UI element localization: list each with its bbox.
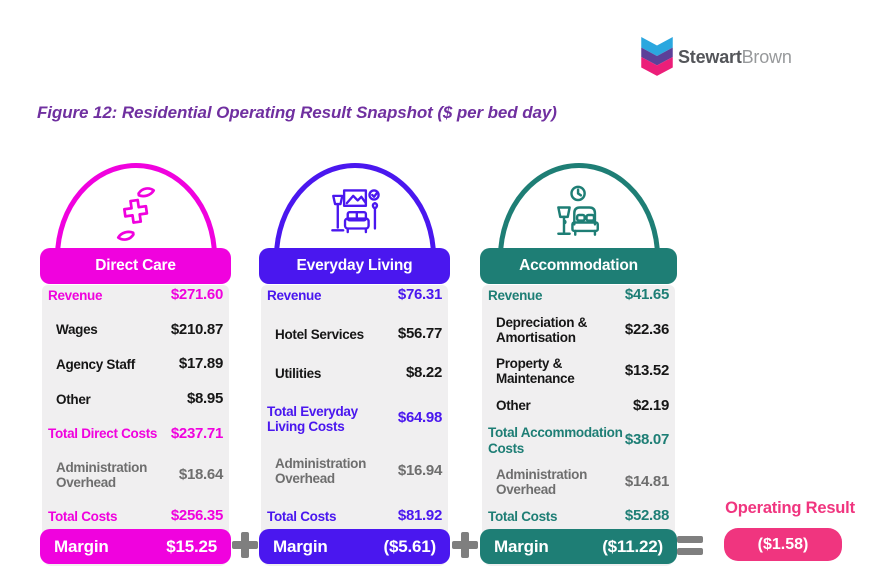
table-row: Property & Maintenance $13.52 — [488, 356, 669, 386]
row-value: $271.60 — [170, 286, 223, 303]
table-row: Total Everyday Living Costs $64.98 — [267, 404, 442, 434]
direct-care-header: Direct Care — [40, 248, 231, 284]
logo-brown-text: Brown — [741, 46, 792, 67]
row-value: $81.92 — [397, 507, 442, 525]
margin-value: $15.25 — [166, 536, 217, 556]
accommodation-header: Accommodation — [480, 248, 677, 284]
direct-care-margin-bar: Margin $15.25 — [40, 529, 231, 564]
plus-icon — [232, 532, 258, 558]
row-value: $14.81 — [624, 472, 669, 490]
row-label: Total Direct Costs — [48, 426, 158, 442]
table-row: Other $8.95 — [48, 389, 223, 408]
row-label: Property & Maintenance — [496, 356, 575, 387]
figure-title: Figure 12: Residential Operating Result … — [37, 103, 557, 122]
table-row: Revenue $76.31 — [267, 286, 442, 304]
everyday-living-body: Revenue $76.31 Hotel Services $56.77 Utili… — [259, 285, 450, 566]
table-row: Depreciation & Amortisation $22.36 — [488, 315, 669, 345]
row-label: Agency Staff — [56, 357, 135, 373]
bedroom-icon — [556, 185, 599, 236]
margin-value: ($5.61) — [383, 536, 437, 556]
direct-care-rows: Revenue $271.60 Wages $210.87 Agency Staff… — [48, 286, 223, 525]
row-value: $237.71 — [170, 424, 223, 442]
row-label: Utilities — [275, 365, 322, 381]
margin-label: Margin — [54, 536, 109, 556]
row-value: $13.52 — [624, 361, 669, 379]
row-label: Administration Overhead — [56, 460, 148, 491]
row-label: Other — [496, 398, 531, 414]
accommodation-arch — [497, 163, 660, 257]
direct-care-arch — [54, 163, 217, 257]
table-row: Other $2.19 — [488, 396, 669, 415]
row-label: Revenue — [267, 287, 322, 303]
table-row: Administration Overhead $16.94 — [267, 456, 442, 486]
column-everyday-living: Everyday Living Revenue $76.31 Hotel Serv… — [259, 160, 450, 566]
row-label: Other — [56, 391, 91, 407]
table-row: Wages $210.87 — [48, 320, 223, 339]
table-row: Administration Overhead $18.64 — [48, 460, 223, 490]
stewartbrown-logo-icon — [641, 37, 673, 76]
table-row: Total Costs $256.35 — [48, 507, 223, 525]
everyday-living-rows: Revenue $76.31 Hotel Services $56.77 Utili… — [267, 286, 442, 525]
row-label: Total Costs — [267, 508, 337, 524]
accommodation-margin-bar: Margin ($11.22) — [480, 529, 677, 564]
accommodation-body: Revenue $41.65 Depreciation & Amortisatio… — [480, 285, 677, 566]
row-label: Revenue — [488, 287, 543, 303]
logo-stewart-text: Stewart — [678, 46, 742, 67]
plus-icon — [452, 532, 478, 558]
everyday-living-arch — [273, 163, 436, 257]
row-label: Total Costs — [48, 509, 118, 525]
table-row: Utilities $8.22 — [267, 363, 442, 382]
row-value: $38.07 — [624, 431, 669, 449]
direct-care-body: Revenue $271.60 Wages $210.87 Agency Staff… — [40, 285, 231, 566]
everyday-living-margin-bar: Margin ($5.61) — [259, 529, 450, 564]
row-value: $8.95 — [186, 389, 223, 407]
operating-result-value: ($1.58) — [757, 535, 809, 553]
stewartbrown-logo: StewartBrown — [641, 36, 792, 78]
table-row: Total Accommodation Costs $38.07 — [488, 425, 669, 455]
row-value: $52.88 — [624, 507, 669, 525]
everyday-living-header: Everyday Living — [259, 248, 450, 284]
table-row: Revenue $271.60 — [48, 286, 223, 304]
row-label: Revenue — [48, 287, 103, 303]
operating-result-label: Operating Result — [725, 499, 855, 517]
row-value: $22.36 — [624, 320, 669, 338]
row-value: $76.31 — [397, 286, 442, 303]
row-value: $8.22 — [405, 363, 442, 381]
row-value: $64.98 — [397, 409, 442, 427]
row-value: $56.77 — [397, 324, 442, 342]
row-label: Hotel Services — [275, 326, 364, 342]
living-room-icon — [330, 189, 380, 234]
equals-icon — [677, 536, 703, 556]
row-label: Administration Overhead — [496, 466, 588, 497]
accommodation-rows: Revenue $41.65 Depreciation & Amortisatio… — [488, 286, 669, 525]
row-value: $18.64 — [178, 465, 223, 483]
row-value: $17.89 — [178, 355, 223, 373]
row-value: $2.19 — [632, 396, 669, 414]
column-accommodation: Accommodation Revenue $41.65 Depreciation… — [480, 160, 677, 566]
row-label: Wages — [56, 322, 98, 338]
table-row: Agency Staff $17.89 — [48, 355, 223, 373]
row-value: $41.65 — [624, 286, 669, 303]
margin-label: Margin — [273, 536, 328, 556]
operating-result-bar: ($1.58) — [724, 528, 842, 561]
table-row: Total Direct Costs $237.71 — [48, 424, 223, 443]
table-row: Revenue $41.65 — [488, 286, 669, 304]
margin-value: ($11.22) — [602, 536, 663, 556]
row-value: $256.35 — [170, 507, 223, 525]
table-row: Administration Overhead $14.81 — [488, 467, 669, 497]
row-label: Total Everyday Living Costs — [267, 403, 358, 434]
care-hands-cross-icon — [116, 187, 155, 241]
table-row: Total Costs $81.92 — [267, 507, 442, 525]
row-label: Administration Overhead — [275, 455, 367, 486]
margin-label: Margin — [494, 536, 549, 556]
column-direct-care: Direct Care Revenue $271.60 Wages $210.87 … — [40, 160, 231, 566]
table-row: Total Costs $52.88 — [488, 507, 669, 525]
row-label: Total Costs — [488, 508, 558, 524]
row-value: $210.87 — [170, 320, 223, 338]
row-label: Depreciation & Amortisation — [496, 314, 588, 346]
logo-wordmark: StewartBrown — [678, 47, 792, 68]
row-value: $16.94 — [397, 461, 442, 479]
row-label: Total Accommodation Costs — [488, 425, 623, 456]
table-row: Hotel Services $56.77 — [267, 324, 442, 343]
